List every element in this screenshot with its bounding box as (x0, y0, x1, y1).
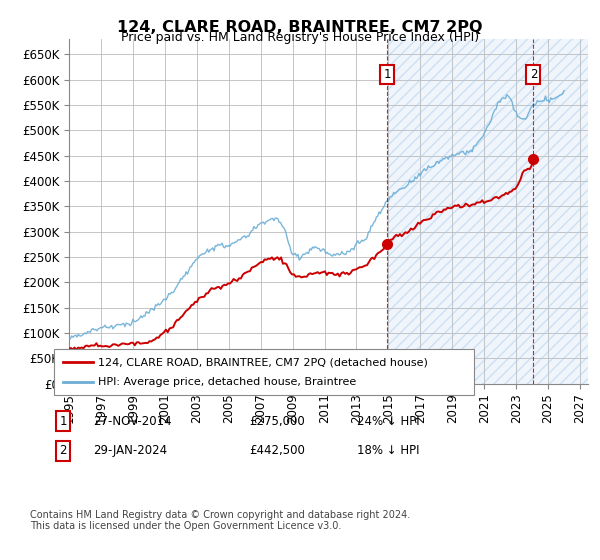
Text: £442,500: £442,500 (249, 444, 305, 458)
Text: Price paid vs. HM Land Registry's House Price Index (HPI): Price paid vs. HM Land Registry's House … (121, 31, 479, 44)
Text: £275,000: £275,000 (249, 414, 305, 428)
Text: 18% ↓ HPI: 18% ↓ HPI (357, 444, 419, 458)
Text: 1: 1 (59, 414, 67, 428)
Text: 124, CLARE ROAD, BRAINTREE, CM7 2PQ (detached house): 124, CLARE ROAD, BRAINTREE, CM7 2PQ (det… (98, 357, 428, 367)
Text: HPI: Average price, detached house, Braintree: HPI: Average price, detached house, Brai… (98, 377, 356, 388)
Text: 2: 2 (59, 444, 67, 458)
Text: 2: 2 (530, 68, 537, 81)
Text: 1: 1 (383, 68, 391, 81)
Text: 29-JAN-2024: 29-JAN-2024 (93, 444, 167, 458)
Text: Contains HM Land Registry data © Crown copyright and database right 2024.
This d: Contains HM Land Registry data © Crown c… (30, 510, 410, 531)
Text: 24% ↓ HPI: 24% ↓ HPI (357, 414, 419, 428)
Text: 27-NOV-2014: 27-NOV-2014 (93, 414, 172, 428)
Bar (387, 39, 588, 384)
Bar (387, 39, 588, 384)
Text: 124, CLARE ROAD, BRAINTREE, CM7 2PQ: 124, CLARE ROAD, BRAINTREE, CM7 2PQ (117, 20, 483, 35)
